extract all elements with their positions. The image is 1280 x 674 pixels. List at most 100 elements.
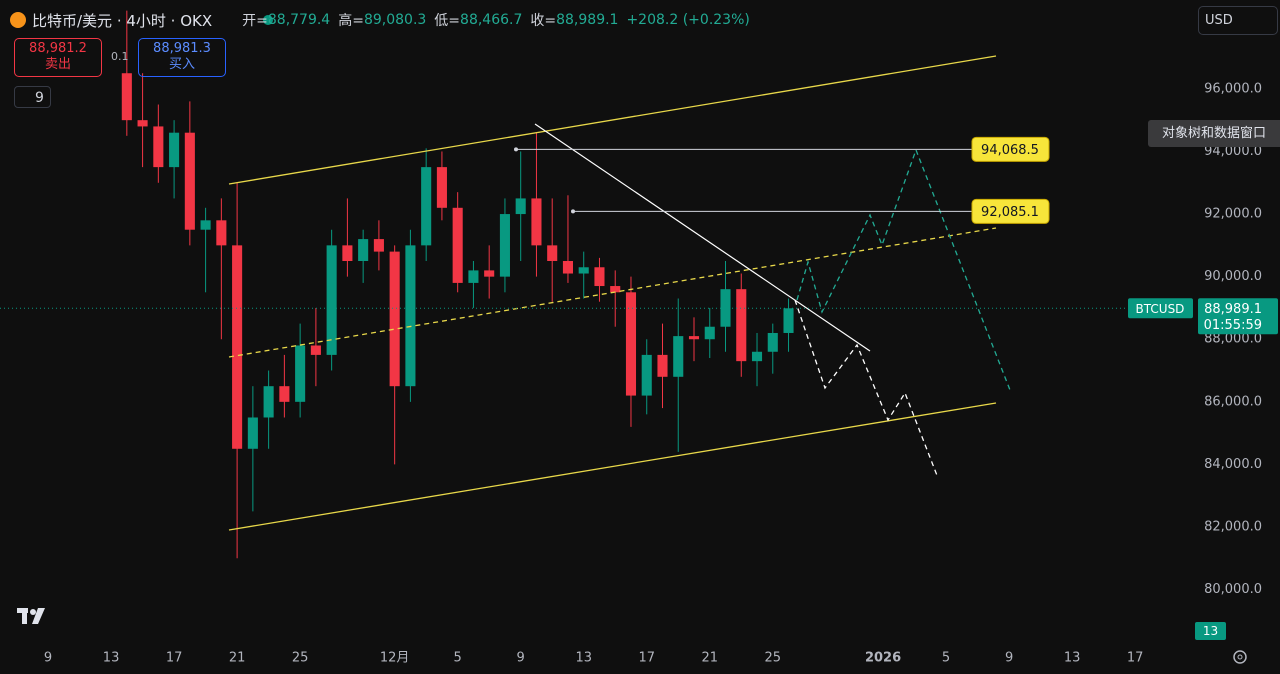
header: 比特币/美元 · 4小时 · OKX 开= 88,779.4 高= 89,080.3… [0, 8, 758, 32]
candle-body [279, 386, 290, 402]
y-tick-label: 96,000.0 [1204, 81, 1262, 96]
btc-icon [10, 12, 26, 28]
candle-body [547, 245, 558, 262]
sell-label: 卖出 [44, 57, 71, 72]
y-tick-label: 86,000.0 [1204, 394, 1262, 409]
candle-body [704, 326, 715, 340]
x-tick-label: 9 [44, 651, 52, 666]
projection-teal [796, 148, 1011, 391]
status-dot [263, 15, 273, 25]
candle-body [562, 261, 574, 274]
candle-body [484, 270, 495, 277]
candle-body [169, 132, 180, 168]
candle-body [295, 345, 306, 402]
high-value: 89,080.3 [363, 12, 427, 28]
candle-body [373, 239, 384, 252]
x-tick-label: 25 [764, 651, 781, 666]
candle-body [783, 308, 794, 333]
candle-body [216, 220, 227, 246]
currency-select[interactable]: USD [1198, 6, 1278, 35]
candles [121, 10, 794, 559]
level-label-bg [971, 136, 1050, 162]
candle-body [405, 245, 416, 387]
y-tick-label: 82,000.0 [1204, 520, 1262, 535]
x-tick-label: 17 [1127, 651, 1144, 666]
symbol-tag-bg [1128, 298, 1193, 319]
level-label: 94,068.5 [981, 143, 1039, 158]
candle-body [436, 167, 447, 208]
candle-body [421, 167, 432, 246]
open-label: 开= [242, 13, 268, 29]
x-tick-label: 13 [103, 651, 120, 666]
y-tick-label: 80,000.0 [1204, 582, 1262, 597]
channel-upper [228, 55, 997, 185]
buy-button[interactable]: 88,981.3 买入 [138, 38, 226, 77]
candle-body [751, 351, 763, 362]
symbol-tag: BTCUSD [1136, 302, 1185, 316]
x-tick-label: 12月 [380, 651, 410, 666]
channel-mid [228, 227, 997, 358]
quantity: 0.1 [111, 50, 129, 63]
trendline [534, 123, 871, 352]
last-price-bg [1198, 298, 1278, 335]
symbol: 比特币/美元 · 4小时 · OKX [32, 11, 213, 30]
sell-button[interactable]: 88,981.2 卖出 [14, 38, 102, 77]
candle-body [389, 251, 400, 387]
tv-logo [17, 608, 45, 624]
candle-body [720, 289, 731, 327]
close-value: 88,989.1 [556, 12, 619, 28]
candle-body [137, 120, 148, 127]
x-tick-label: 21 [701, 651, 718, 666]
candle-body [184, 132, 195, 230]
candle-body [515, 198, 526, 215]
x-tick-label: 5 [942, 651, 950, 666]
sell-price: 88,981.2 [29, 41, 87, 56]
candle-body [358, 239, 369, 262]
level-label-bg [971, 198, 1050, 224]
channel-lower [228, 402, 997, 531]
candle-body [625, 292, 637, 396]
last-price-label: 88,989.1 [1204, 302, 1262, 317]
low-value: 88,466.7 [460, 12, 523, 28]
candle-body [200, 220, 211, 230]
candle-body [657, 354, 668, 377]
x-tick-label: 13 [575, 651, 592, 666]
candle-body [232, 245, 243, 449]
indicators-count: 9 [35, 90, 44, 106]
x-tick-label: 17 [166, 651, 183, 666]
x-tick-label: 25 [292, 651, 309, 666]
low-label: 低= [434, 13, 461, 29]
candle-body [594, 267, 605, 287]
settings-icon[interactable] [1233, 650, 1247, 664]
buy-price: 88,981.3 [153, 41, 211, 56]
candle-body [121, 73, 132, 121]
change: +208.2 (+0.23%) [626, 12, 750, 28]
x-tick-label: 21 [229, 651, 246, 666]
level-anchor [514, 147, 518, 152]
y-tick-label: 88,000.0 [1204, 332, 1262, 347]
y-tick-label: 84,000.0 [1204, 457, 1262, 472]
level-anchor [571, 209, 575, 214]
object-tree-button[interactable]: 对象树和数据窗口 [1148, 120, 1280, 147]
close-label: 收= [530, 13, 557, 29]
candle-body [673, 336, 684, 377]
candle-body [688, 336, 700, 340]
candle-body [736, 289, 747, 362]
candle-body [578, 267, 589, 274]
y-tick-label: 92,000.0 [1204, 207, 1262, 222]
candle-body [247, 417, 258, 449]
candle-body [263, 386, 274, 418]
price-axis-bg [1195, 0, 1280, 674]
x-tick-label: 9 [1005, 651, 1013, 666]
x-tick-label: 13 [1064, 651, 1081, 666]
candle-body [641, 354, 652, 396]
buy-label: 买入 [168, 57, 195, 72]
y-tick-label: 90,000.0 [1204, 269, 1262, 284]
candle-body [531, 198, 542, 246]
candle-body [499, 214, 510, 277]
indicators-toggle[interactable]: 9 [14, 86, 51, 108]
y-tick-label: 94,000.0 [1204, 144, 1262, 159]
countdown: 01:55:59 [1204, 318, 1262, 333]
high-label: 高= [338, 13, 364, 29]
